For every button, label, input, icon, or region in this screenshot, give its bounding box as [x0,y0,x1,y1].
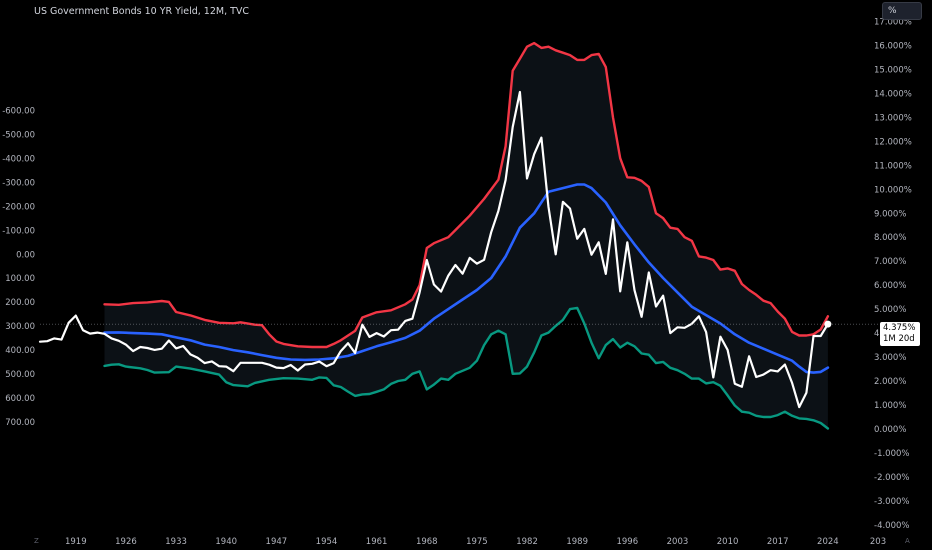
right-axis-tick: -2.000% [874,473,909,483]
left-axis-tick: 600.00 [5,394,35,404]
right-axis-tick: 17.000% [874,18,912,28]
x-axis-tick: 1968 [416,537,438,547]
left-axis-tick: 0.00 [16,250,35,260]
price-line [38,90,829,409]
right-axis-tick: 9.000% [874,209,906,219]
x-axis-tick: 203 [870,537,886,547]
right-axis-tick: 13.000% [874,113,912,123]
log-scale-icon[interactable]: A [905,537,910,545]
right-axis-tick: 16.000% [874,42,912,52]
bands [104,43,828,429]
right-axis-tick: -3.000% [874,497,909,507]
right-axis-tick: 14.000% [874,89,912,99]
right-axis-tick: 3.000% [874,353,906,363]
right-axis-tick: 15.000% [874,65,912,75]
x-axis-tick: 1940 [215,537,237,547]
left-axis-tick: 100.00 [5,274,35,284]
auto-scale-icon[interactable]: Z [34,537,39,545]
right-axis-tick: -1.000% [874,449,909,459]
right-axis-tick: 5.000% [874,305,906,315]
x-axis-tick: 1954 [316,537,338,547]
x-axis-tick: 1933 [165,537,187,547]
right-axis-tick: -4.000% [874,521,909,531]
right-axis-tick: 2.000% [874,377,906,387]
x-axis-tick: 2003 [667,537,689,547]
x-axis-tick: 1996 [616,537,638,547]
right-axis-tick: 1.000% [874,401,906,411]
x-axis-tick: 1982 [516,537,538,547]
right-axis: 17.000% 16.000% 15.000% 14.000% 13.000% 12.00… [874,18,912,531]
last-price-value: 4.375% [883,323,916,333]
left-axis-tick: -600.00 [2,106,35,116]
middle-band-line [103,183,830,374]
x-axis-tick: 2010 [717,537,739,547]
last-price-tag: 4.375% 1M 20d [880,322,920,346]
x-axis-tick: 1947 [266,537,288,547]
right-axis-tick: 6.000% [874,281,906,291]
x-axis-tick: 2024 [817,537,839,547]
upper-band-line [103,41,830,349]
right-axis-tick: 10.000% [874,185,912,195]
right-axis-tick: 0.000% [874,425,906,435]
last-price-dot [824,320,832,328]
x-axis-tick: 2017 [767,537,789,547]
band-fill [104,43,828,429]
left-axis-tick: 500.00 [5,370,35,380]
percent-scale-button[interactable]: % [882,2,922,20]
left-axis-tick: -200.00 [2,202,35,212]
right-axis-tick: 7.000% [874,257,906,267]
left-axis-tick: 700.00 [5,418,35,428]
left-axis-tick: -100.00 [2,226,35,236]
right-axis-tick: 11.000% [874,161,912,171]
bar-countdown: 1M 20d [883,334,915,344]
right-axis-tick: 8.000% [874,233,906,243]
left-axis-tick: 200.00 [5,298,35,308]
x-axis-tick: 1975 [466,537,488,547]
x-axis-tick: 1961 [366,537,388,547]
left-axis-tick: -400.00 [2,154,35,164]
left-axis-tick: -500.00 [2,130,35,140]
series-lines [38,41,830,430]
left-axis-tick: -300.00 [2,178,35,188]
right-axis-tick: 12.000% [874,137,912,147]
left-axis: -600.00 -500.00 -400.00 -300.00 -200.00 -100.… [2,106,35,428]
x-axis: 1919 1926 1933 1940 1947 1954 1961 1968 1975 1982… [65,537,886,547]
x-axis-tick: 1989 [566,537,588,547]
x-axis-tick: 1926 [115,537,137,547]
left-axis-tick: 400.00 [5,346,35,356]
lower-band-line [103,306,830,430]
x-axis-tick: 1919 [65,537,87,547]
chart-title: US Government Bonds 10 YR Yield, 12M, TV… [34,6,250,17]
left-axis-tick: 300.00 [5,322,35,332]
